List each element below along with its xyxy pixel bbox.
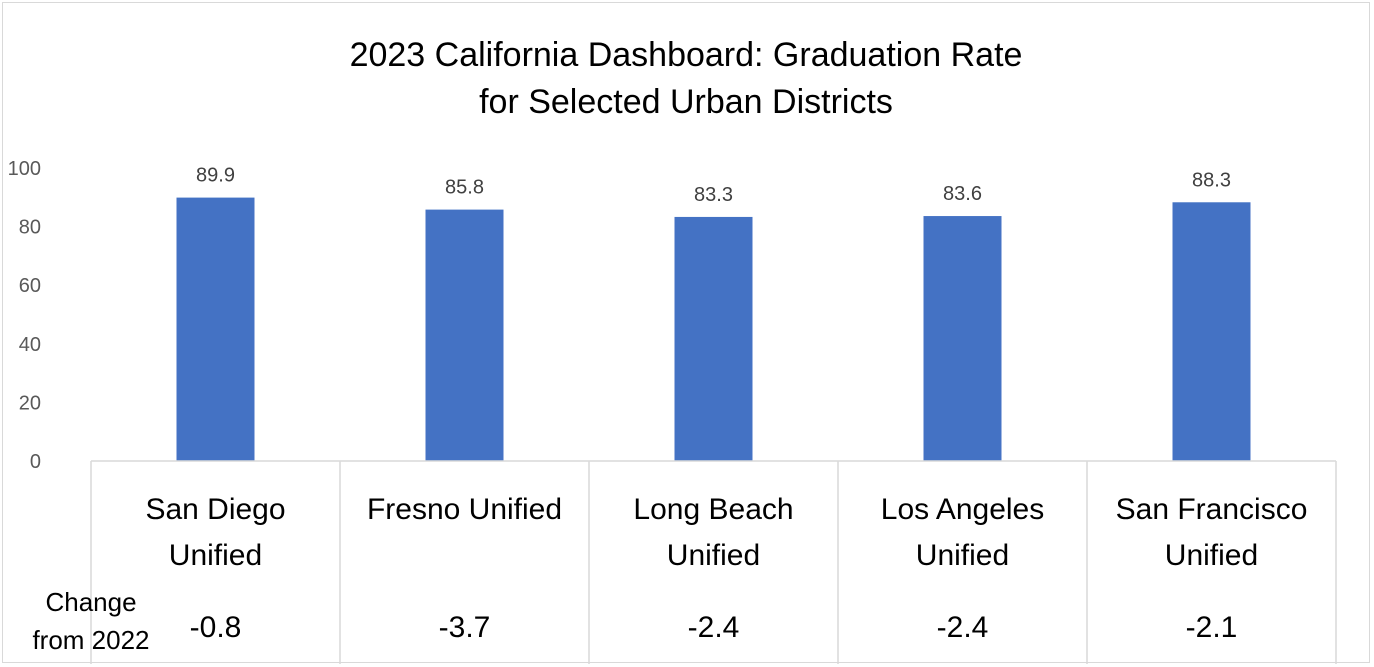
category-table: San Diego Unified Fresno Unified Long Beach… xyxy=(32,460,1337,664)
category-label: Unified xyxy=(169,539,262,572)
chart-title: 2023 California Dashboard: Graduation Ra… xyxy=(350,36,1023,121)
category-label: Fresno Unified xyxy=(367,493,562,526)
y-tick-label: 20 xyxy=(19,392,41,414)
change-value: -0.8 xyxy=(190,611,242,644)
bars: 89.9 85.8 83.3 83.6 88.3 xyxy=(176,165,1251,461)
chart-title-line: for Selected Urban Districts xyxy=(479,83,893,121)
category-label: San Francisco xyxy=(1116,493,1308,526)
bar-chart: 2023 California Dashboard: Graduation Ra… xyxy=(8,36,1337,664)
bar-value-label: 88.3 xyxy=(1192,169,1231,191)
change-value: -2.1 xyxy=(1186,611,1238,644)
bar xyxy=(425,209,504,461)
bar xyxy=(176,197,255,461)
bar-value-label: 83.6 xyxy=(943,183,982,205)
bar xyxy=(674,216,753,461)
bar xyxy=(1172,202,1251,461)
y-tick-label: 60 xyxy=(19,275,41,297)
bar xyxy=(923,216,1002,461)
change-value: -3.7 xyxy=(439,611,491,644)
bar-value-label: 85.8 xyxy=(445,177,484,199)
category-label: Los Angeles xyxy=(881,493,1044,526)
y-tick-label: 0 xyxy=(30,451,41,473)
y-tick-label: 100 xyxy=(8,158,41,180)
y-axis: 0 20 40 60 80 100 xyxy=(8,158,41,473)
y-tick-label: 80 xyxy=(19,217,41,239)
category-label: Long Beach xyxy=(633,493,793,526)
change-row-header: from 2022 xyxy=(32,625,149,655)
category-label: Unified xyxy=(1165,539,1258,572)
change-row-header: Change xyxy=(45,587,136,617)
chart-title-line: 2023 California Dashboard: Graduation Ra… xyxy=(350,36,1023,74)
category-label: Unified xyxy=(667,539,760,572)
category-label: San Diego xyxy=(145,493,285,526)
y-tick-label: 40 xyxy=(19,334,41,356)
bar-value-label: 83.3 xyxy=(694,184,733,206)
bar-value-label: 89.9 xyxy=(196,165,235,187)
category-label: Unified xyxy=(916,539,1009,572)
change-value: -2.4 xyxy=(937,611,989,644)
change-value: -2.4 xyxy=(688,611,740,644)
